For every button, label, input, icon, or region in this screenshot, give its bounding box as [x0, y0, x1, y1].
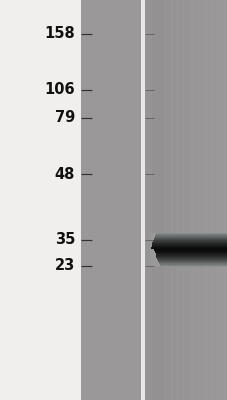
- Bar: [150, 253, 227, 254]
- Bar: [150, 249, 227, 250]
- Bar: [150, 245, 227, 246]
- Bar: [145, 0, 158, 400]
- Bar: [193, 0, 198, 400]
- Bar: [150, 244, 227, 245]
- Bar: [179, 0, 187, 400]
- Bar: [150, 265, 227, 266]
- Bar: [186, 0, 193, 400]
- Bar: [150, 233, 155, 236]
- Text: 158: 158: [44, 26, 75, 42]
- Bar: [150, 257, 227, 258]
- Bar: [150, 264, 159, 267]
- Bar: [150, 262, 227, 263]
- Bar: [150, 235, 227, 236]
- Text: 79: 79: [55, 110, 75, 126]
- Bar: [150, 246, 227, 247]
- Text: 35: 35: [55, 232, 75, 248]
- Bar: [150, 242, 227, 243]
- Bar: [172, 0, 181, 400]
- Bar: [150, 253, 155, 256]
- Bar: [150, 258, 227, 259]
- Bar: [150, 260, 227, 261]
- Bar: [150, 250, 227, 251]
- Bar: [150, 262, 158, 264]
- Bar: [81, 0, 141, 400]
- Bar: [150, 239, 227, 240]
- Bar: [150, 233, 227, 234]
- Bar: [150, 243, 227, 244]
- Text: 48: 48: [55, 166, 75, 182]
- Bar: [150, 241, 227, 242]
- Bar: [150, 238, 227, 239]
- Bar: [150, 255, 227, 256]
- Bar: [150, 254, 227, 255]
- Bar: [150, 240, 227, 241]
- Bar: [150, 251, 227, 252]
- Bar: [213, 0, 216, 400]
- Bar: [150, 256, 227, 257]
- Bar: [0, 0, 81, 400]
- Bar: [150, 258, 157, 260]
- Bar: [150, 264, 227, 265]
- Bar: [150, 260, 157, 262]
- Bar: [150, 248, 227, 249]
- Text: 106: 106: [44, 82, 75, 98]
- Bar: [150, 256, 156, 258]
- Bar: [150, 261, 227, 262]
- Bar: [150, 263, 227, 264]
- Bar: [150, 266, 227, 267]
- Bar: [150, 244, 151, 247]
- Bar: [150, 259, 227, 260]
- Bar: [150, 235, 154, 238]
- Bar: [150, 234, 227, 235]
- Bar: [200, 0, 204, 400]
- Bar: [220, 0, 221, 400]
- Bar: [158, 0, 170, 400]
- Bar: [141, 0, 145, 400]
- Bar: [150, 242, 152, 244]
- Bar: [150, 252, 227, 253]
- Bar: [152, 0, 164, 400]
- Text: 23: 23: [55, 258, 75, 274]
- Bar: [150, 236, 227, 237]
- Bar: [150, 249, 153, 251]
- Bar: [150, 238, 153, 240]
- Bar: [150, 237, 227, 238]
- Bar: [150, 251, 154, 253]
- Bar: [165, 0, 176, 400]
- Bar: [206, 0, 210, 400]
- Bar: [150, 247, 227, 248]
- Bar: [150, 240, 153, 242]
- Bar: [145, 0, 227, 400]
